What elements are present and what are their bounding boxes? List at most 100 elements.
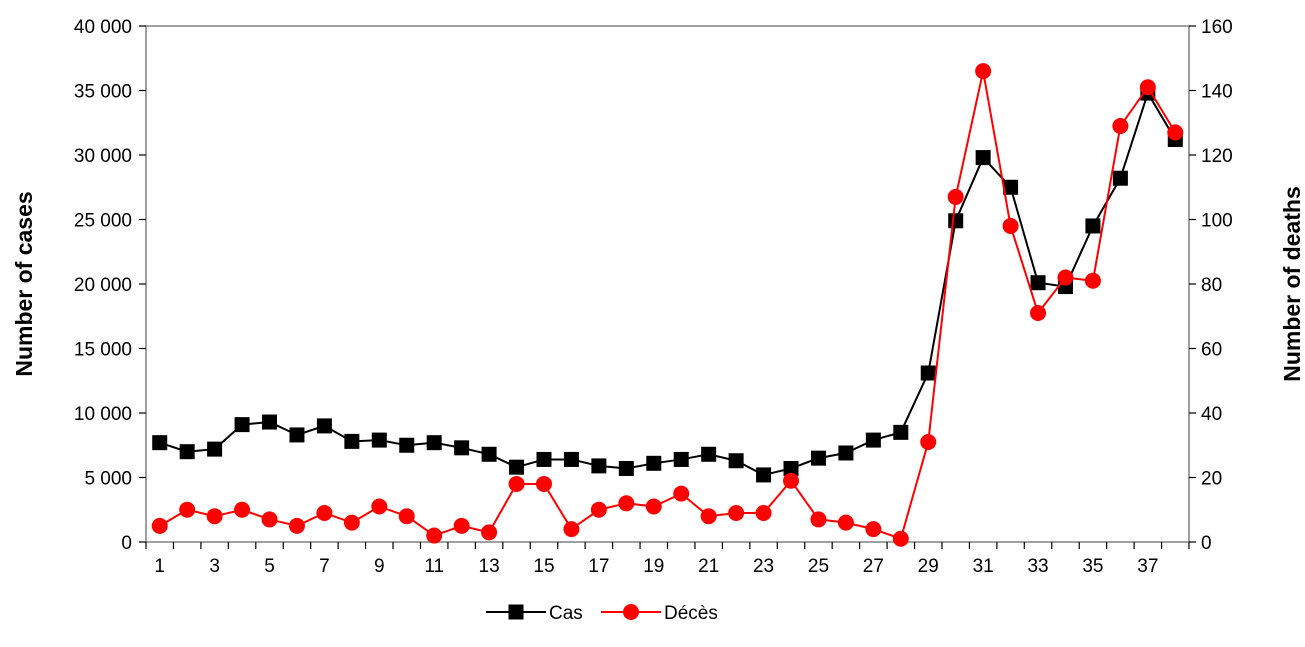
- data-point: [206, 508, 223, 525]
- data-point: [728, 453, 744, 469]
- series-layer: [151, 63, 1184, 547]
- x-tick-label: 13: [479, 556, 500, 577]
- data-point: [563, 451, 579, 467]
- data-point: [1167, 124, 1184, 141]
- y-left-tick-label: 0: [121, 533, 132, 554]
- data-point: [316, 418, 332, 434]
- x-tick-label: 35: [1082, 556, 1103, 577]
- data-point: [371, 498, 388, 515]
- x-tick-label: 9: [374, 556, 385, 577]
- data-point: [207, 441, 223, 457]
- x-tick-label: 5: [264, 556, 275, 577]
- x-tick-label: 1: [154, 556, 165, 577]
- data-point: [920, 434, 937, 451]
- data-point: [1112, 170, 1128, 186]
- data-point: [344, 433, 360, 449]
- data-point: [591, 458, 607, 474]
- x-tick-label: 7: [319, 556, 330, 577]
- y-left-tick-label: 20 000: [74, 275, 132, 296]
- data-point: [975, 63, 992, 80]
- data-point: [426, 527, 443, 544]
- y-left-tick-label: 5 000: [84, 469, 132, 490]
- data-point: [756, 467, 772, 483]
- x-tick-label: 15: [533, 556, 554, 577]
- x-tick-label: 37: [1137, 556, 1158, 577]
- data-point: [618, 460, 634, 476]
- data-point: [1002, 217, 1019, 234]
- y-right-tick-label: 20: [1201, 469, 1222, 490]
- data-point: [673, 485, 690, 502]
- data-point: [179, 444, 195, 460]
- data-point: [508, 475, 525, 492]
- data-point: [1112, 117, 1129, 134]
- data-point: [838, 445, 854, 461]
- data-point: [783, 472, 800, 489]
- data-point: [590, 501, 607, 518]
- y-left-axis-title: Number of cases: [11, 191, 37, 376]
- data-point: [865, 521, 882, 538]
- legend-marker: [623, 604, 639, 620]
- data-point: [1084, 272, 1101, 289]
- data-point: [947, 188, 964, 205]
- legend: Cas Décès: [486, 603, 718, 624]
- data-point: [151, 517, 168, 534]
- y-right-tick-label: 120: [1201, 146, 1233, 167]
- data-point: [426, 435, 442, 451]
- x-tick-label: 21: [698, 556, 719, 577]
- data-point: [234, 417, 250, 433]
- data-point: [371, 432, 387, 448]
- data-point: [453, 517, 470, 534]
- data-point: [892, 530, 909, 547]
- data-point: [783, 460, 799, 476]
- data-point: [975, 150, 991, 166]
- data-point: [481, 524, 498, 541]
- data-point: [454, 440, 470, 456]
- data-point: [618, 495, 635, 512]
- data-point: [920, 365, 936, 381]
- data-point: [865, 432, 881, 448]
- data-point: [289, 427, 305, 443]
- plot-area: [145, 25, 1190, 543]
- x-tick-label: 29: [918, 556, 939, 577]
- y-right-tick-label: 0: [1201, 533, 1212, 554]
- data-point: [179, 501, 196, 518]
- data-point: [234, 501, 251, 518]
- y-right-tick-label: 40: [1201, 404, 1222, 425]
- data-point: [509, 459, 525, 475]
- y-left-tick-label: 10 000: [74, 404, 132, 425]
- data-point: [152, 435, 168, 451]
- data-point: [810, 450, 826, 466]
- y-right-tick-label: 100: [1201, 211, 1233, 232]
- legend-marker: [508, 604, 524, 620]
- data-point: [563, 521, 580, 538]
- data-point: [837, 514, 854, 531]
- data-point: [755, 504, 772, 521]
- y-right-tick-label: 160: [1201, 17, 1233, 38]
- y-right-tick-label: 80: [1201, 275, 1222, 296]
- y-right-axis-title: Number of deaths: [1279, 186, 1305, 382]
- y-left-tick-label: 30 000: [74, 146, 132, 167]
- data-point: [398, 508, 415, 525]
- x-tick-label: 27: [863, 556, 884, 577]
- legend-label: Cas: [549, 603, 583, 624]
- data-point: [1030, 305, 1047, 322]
- y-left-tick-label: 35 000: [74, 82, 132, 103]
- x-tick-label: 11: [424, 556, 444, 577]
- y-left-tick-label: 15 000: [74, 340, 132, 361]
- data-point: [700, 508, 717, 525]
- data-point: [1139, 79, 1156, 96]
- data-point: [948, 213, 964, 229]
- data-point: [1057, 269, 1074, 286]
- data-point: [535, 475, 552, 492]
- data-point: [810, 511, 827, 528]
- data-point: [673, 451, 689, 467]
- data-point: [399, 437, 415, 453]
- data-point: [288, 517, 305, 534]
- data-point: [481, 446, 497, 462]
- legend-label: Décès: [664, 603, 718, 624]
- y-right-tick-label: 60: [1201, 340, 1222, 361]
- y-right-tick-label: 140: [1201, 82, 1233, 103]
- x-tick-label: 19: [643, 556, 664, 577]
